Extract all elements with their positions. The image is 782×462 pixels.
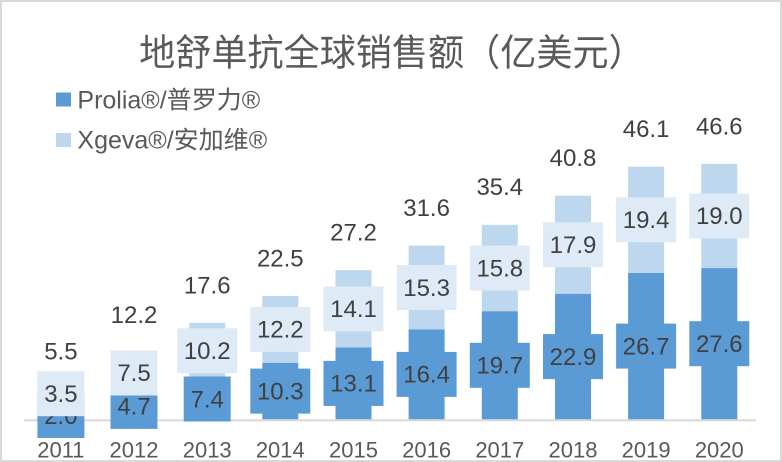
svg-text:46.1: 46.1: [623, 116, 670, 143]
svg-text:27.2: 27.2: [330, 220, 377, 247]
svg-text:16.4: 16.4: [403, 362, 450, 389]
svg-text:2013: 2013: [183, 438, 232, 462]
svg-text:12.2: 12.2: [111, 302, 158, 329]
svg-text:17.9: 17.9: [550, 232, 597, 259]
svg-text:5.5: 5.5: [44, 339, 77, 366]
svg-text:19.7: 19.7: [476, 353, 523, 380]
svg-text:19.4: 19.4: [623, 207, 670, 234]
svg-text:26.7: 26.7: [623, 333, 670, 360]
svg-text:Prolia®/: Prolia®/: [77, 87, 166, 115]
svg-text:14.1: 14.1: [330, 296, 377, 323]
svg-text:3.5: 3.5: [44, 381, 77, 408]
svg-text:35.4: 35.4: [476, 174, 523, 201]
svg-text:2011: 2011: [37, 438, 84, 462]
svg-text:31.6: 31.6: [403, 195, 450, 222]
svg-text:15.3: 15.3: [403, 275, 450, 302]
svg-text:22.9: 22.9: [550, 344, 597, 371]
svg-text:®: ®: [249, 127, 268, 155]
svg-text:®: ®: [242, 87, 261, 115]
svg-text:13.1: 13.1: [330, 371, 377, 398]
svg-text:19.0: 19.0: [696, 203, 743, 230]
svg-text:17.6: 17.6: [184, 272, 231, 299]
svg-text:2015: 2015: [329, 438, 378, 462]
svg-text:2020: 2020: [695, 438, 744, 462]
svg-text:46.6: 46.6: [696, 113, 743, 140]
svg-text:2019: 2019: [622, 438, 671, 462]
svg-text:7.5: 7.5: [117, 360, 150, 387]
svg-text:27.6: 27.6: [696, 331, 743, 358]
svg-text:12.2: 12.2: [257, 317, 304, 344]
svg-text:10.3: 10.3: [257, 378, 304, 405]
svg-text:2014: 2014: [256, 438, 305, 462]
svg-text:2017: 2017: [475, 438, 524, 462]
svg-text:Xgeva®/: Xgeva®/: [77, 127, 173, 155]
svg-text:4.7: 4.7: [117, 394, 150, 421]
svg-text:22.5: 22.5: [257, 246, 304, 273]
svg-text:15.8: 15.8: [476, 255, 523, 282]
svg-text:40.8: 40.8: [550, 145, 597, 172]
svg-text:7.4: 7.4: [191, 386, 224, 413]
svg-text:10.2: 10.2: [184, 338, 231, 365]
svg-text:2018: 2018: [549, 438, 598, 462]
svg-text:2016: 2016: [402, 438, 451, 462]
svg-text:2012: 2012: [110, 438, 159, 462]
